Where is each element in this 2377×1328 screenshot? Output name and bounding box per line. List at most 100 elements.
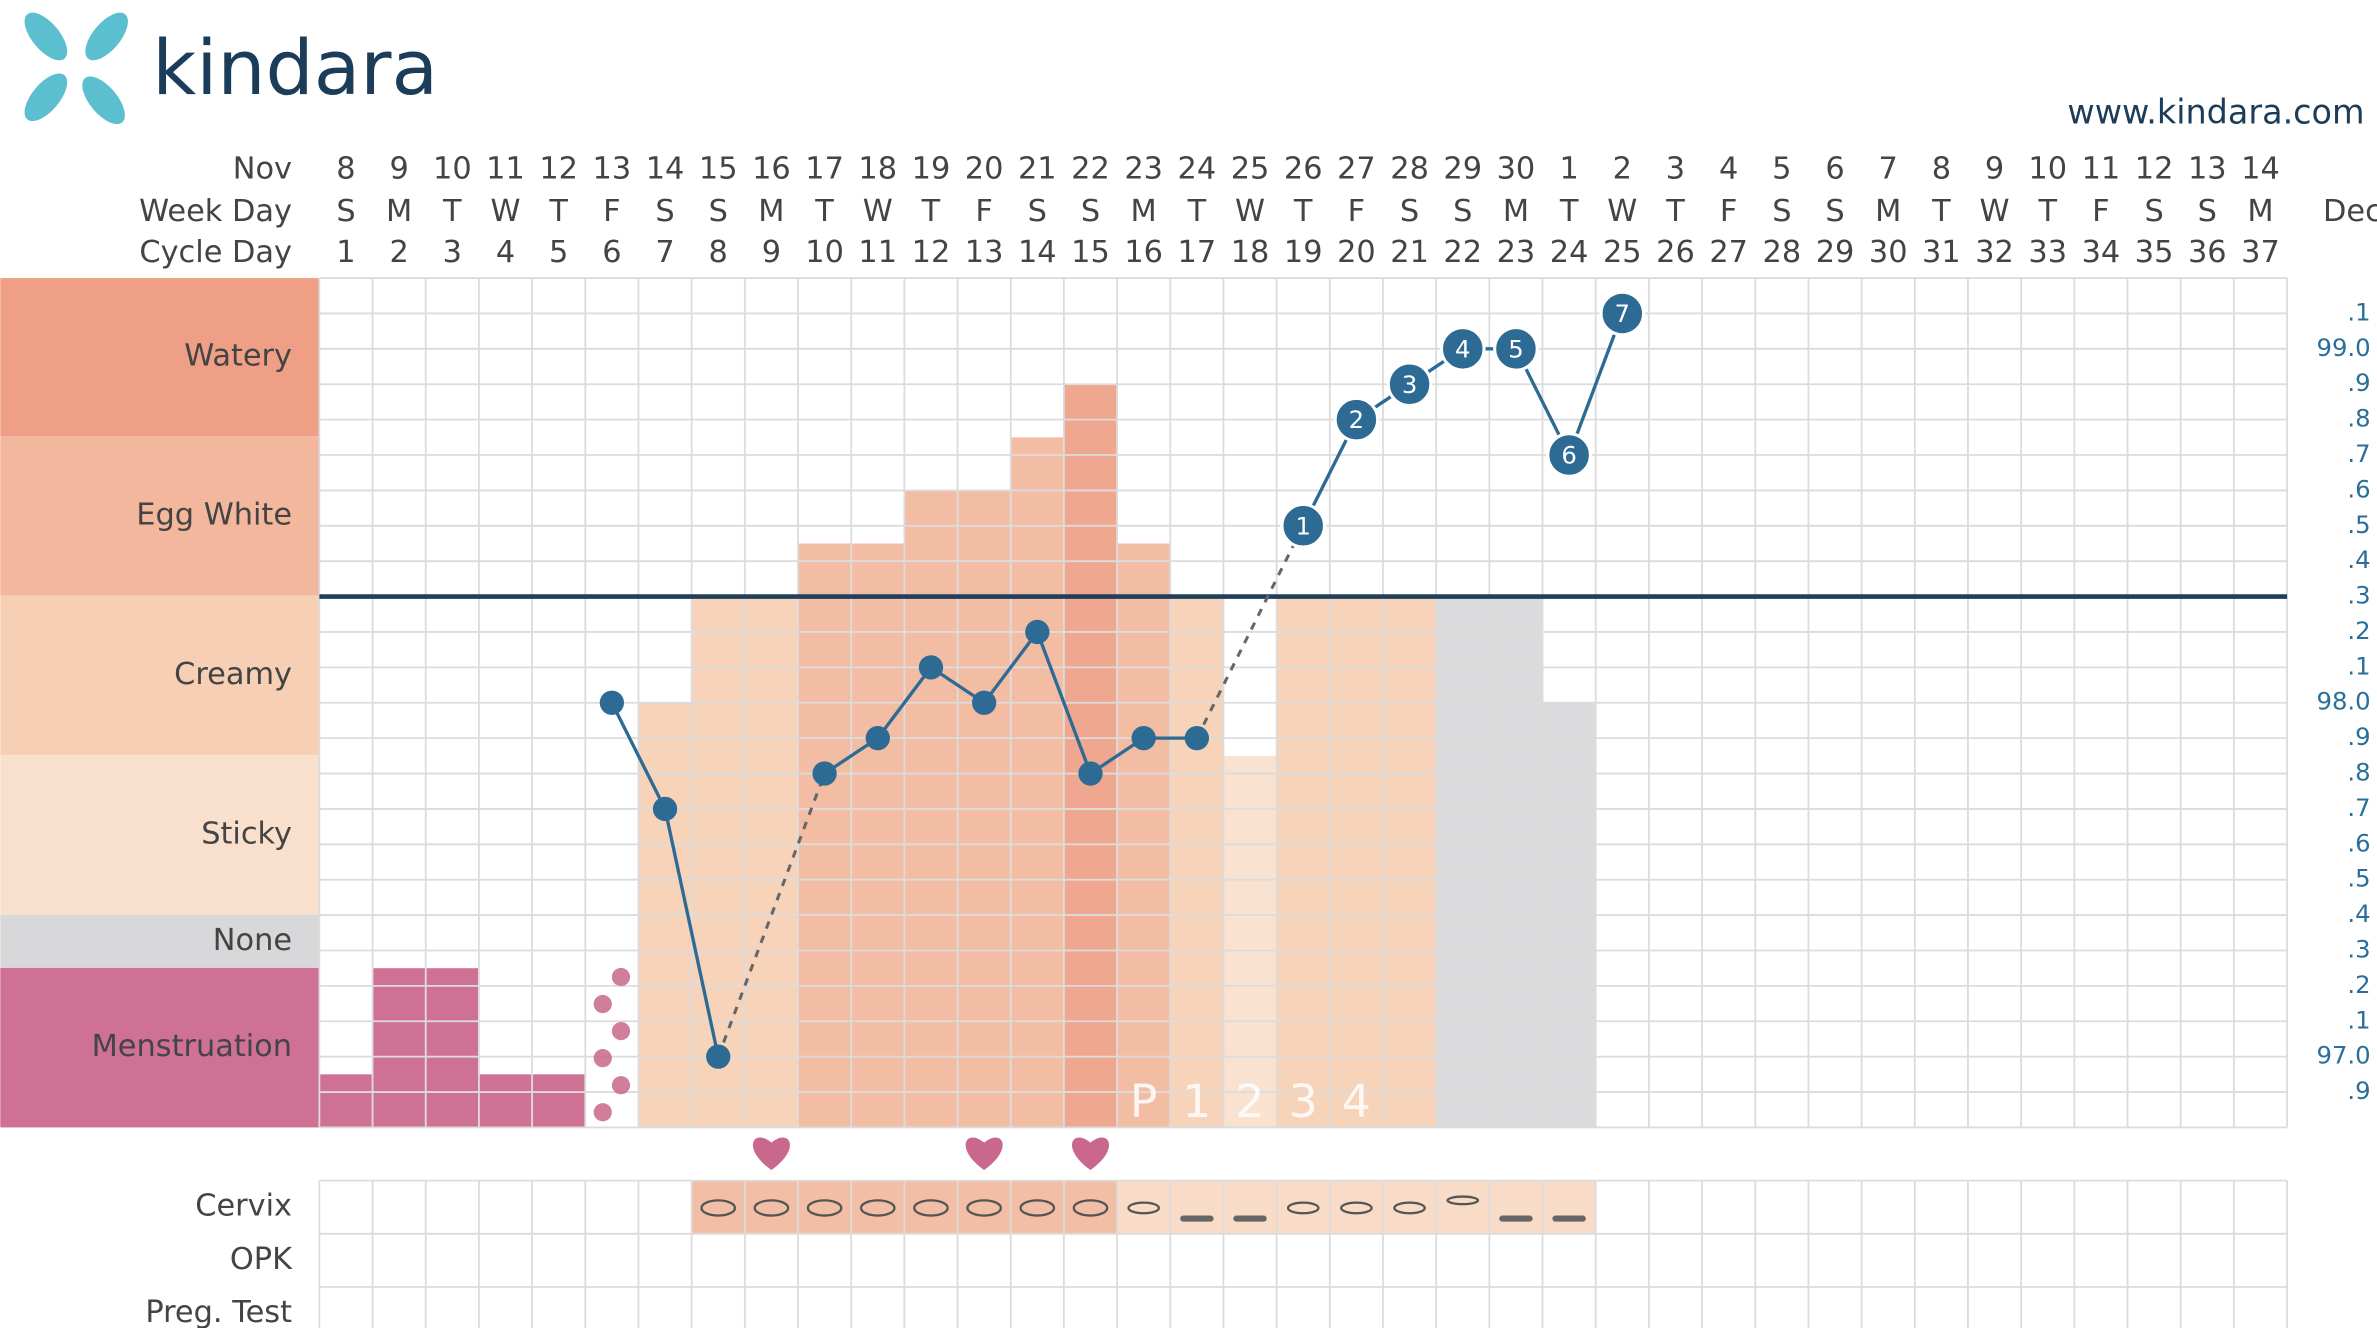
y-tick-label: .7: [2347, 793, 2370, 822]
y-tick-label: .3: [2347, 934, 2370, 963]
gap-connector: [1195, 525, 1305, 739]
date-label: 13: [593, 152, 632, 187]
weekday-label: S: [1400, 194, 1419, 229]
fluid-bar: [425, 968, 479, 1128]
weekday-label: M: [1503, 194, 1529, 229]
peak-label: 4: [1342, 1075, 1371, 1128]
date-label: 12: [2135, 152, 2174, 187]
date-label: 7: [1879, 152, 1898, 187]
spot-dot: [611, 1021, 631, 1041]
fluid-bar: [1223, 755, 1277, 1128]
fluid-bar: [478, 1074, 533, 1128]
date-label: 5: [1772, 152, 1791, 187]
date-label: 16: [752, 152, 791, 187]
fluid-row-label: Watery: [184, 339, 292, 374]
y-tick-label: .1: [2347, 651, 2370, 680]
y-tick-label: .5: [2347, 510, 2370, 539]
weekday-label: W: [1980, 194, 2010, 229]
x-tick-label: 33: [2028, 235, 2067, 270]
weekday-label: T: [921, 194, 941, 229]
date-label: 25: [1231, 152, 1270, 187]
date-label: 14: [2241, 152, 2280, 187]
weekday-label: M: [2247, 194, 2273, 229]
cervix-icon: [1393, 1201, 1426, 1215]
cervix-icon: [1233, 1215, 1267, 1222]
fluid-bar: [1063, 384, 1118, 1128]
y-tick-label: .8: [2347, 404, 2370, 433]
temperature-point: [971, 690, 997, 715]
fluid-bar: [1489, 596, 1543, 1128]
temperature-point: [652, 796, 678, 822]
weekday-label: W: [1607, 194, 1637, 229]
weekday-label: T: [442, 194, 462, 229]
temperature-point: [1493, 326, 1539, 372]
x-tick-label: 32: [1975, 235, 2014, 270]
x-tick-label: 17: [1178, 235, 1217, 270]
weekday-label: Week Day: [139, 194, 292, 229]
logo-icon: [24, 12, 128, 125]
cervix-icon: [1286, 1201, 1320, 1215]
date-label: 21: [1018, 152, 1057, 187]
spot-dot: [593, 994, 612, 1014]
x-tick-label: 28: [1763, 235, 1802, 270]
cervix-icon: [1446, 1195, 1480, 1206]
cervix-icon: [753, 1199, 790, 1217]
fluid-row-bg: [0, 967, 320, 1128]
weekday-label: M: [1875, 194, 1901, 229]
date-label: 14: [646, 152, 685, 187]
x-tick-label: 21: [1390, 235, 1429, 270]
weekday-label: T: [2037, 194, 2057, 229]
fluid-bar: [691, 596, 745, 1128]
fluid-bar: [798, 543, 852, 1128]
temperature-point: [599, 690, 625, 715]
fluid-bar: [1329, 596, 1383, 1128]
fluid-bar: [744, 596, 799, 1128]
peak-label: 2: [1236, 1075, 1265, 1128]
fluid-row-label: Menstruation: [92, 1029, 292, 1064]
date-label: 12: [539, 152, 578, 187]
cervix-icon: [700, 1199, 737, 1217]
weekday-label: T: [1931, 194, 1951, 229]
x-tick-label: 11: [858, 235, 897, 270]
intercourse-heart: [1071, 1137, 1110, 1170]
month-label: Nov: [233, 152, 292, 187]
weekday-label: T: [548, 194, 568, 229]
cervix-icon: [859, 1199, 896, 1217]
fluid-row-bg: [0, 914, 320, 968]
y-tick-label: 98.0: [2317, 687, 2371, 716]
date-label: 13: [2188, 152, 2227, 187]
weekday-label: T: [1187, 194, 1207, 229]
point-label: 7: [1615, 299, 1630, 328]
logo: kindara: [152, 23, 438, 112]
fluid-row-bg: [0, 595, 320, 756]
cervix-icon: [1072, 1199, 1109, 1217]
x-tick-label: 19: [1284, 235, 1323, 270]
x-tick-label: 13: [965, 235, 1004, 270]
bottom-row-label: OPK: [230, 1242, 293, 1277]
cervix-icon: [1499, 1215, 1533, 1222]
date-label: 17: [805, 152, 844, 187]
y-tick-label: .6: [2347, 474, 2370, 503]
x-tick-label: 12: [912, 235, 951, 270]
temperature-point: [1439, 326, 1486, 372]
cervix-icon: [1340, 1201, 1373, 1215]
temperature-point: [918, 655, 944, 680]
temperature-point: [1599, 290, 1646, 337]
x-tick-label: 26: [1656, 235, 1695, 270]
date-label: 3: [1666, 152, 1685, 187]
date-label: 8: [336, 152, 355, 187]
y-tick-label: .9: [2347, 722, 2370, 751]
x-tick-label: 30: [1869, 235, 1908, 270]
fluid-row-label: Egg White: [136, 497, 292, 532]
x-tick-label: 29: [1816, 235, 1855, 270]
y-tick-label: .2: [2347, 970, 2370, 999]
x-tick-label: 6: [602, 235, 621, 270]
date-label: 6: [1825, 152, 1844, 187]
date-label: 26: [1284, 152, 1323, 187]
peak-label: 1: [1182, 1075, 1211, 1128]
weekday-label: S: [336, 194, 355, 229]
x-tick-label: 15: [1071, 235, 1110, 270]
bottom-row-label: Cervix: [195, 1189, 292, 1224]
x-tick-label: 7: [655, 235, 674, 270]
